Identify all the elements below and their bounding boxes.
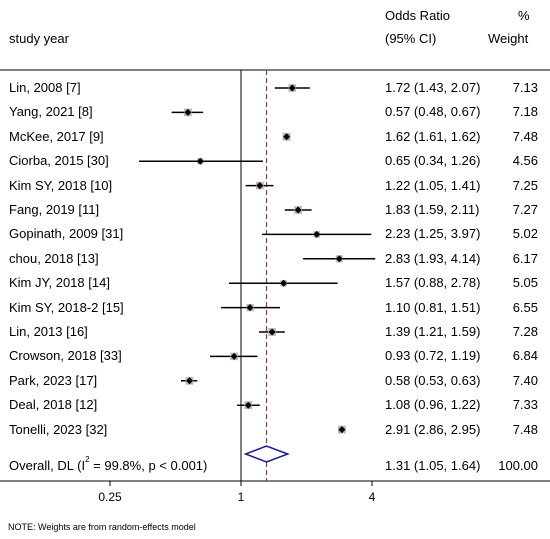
study-weight: 7.13	[512, 80, 538, 95]
header-or-line1: Odds Ratio	[385, 8, 451, 23]
point-estimate	[335, 255, 343, 263]
study-weight: 6.84	[512, 348, 538, 364]
study-label: Fang, 2019 [11]	[9, 202, 100, 217]
study-label: Kim SY, 2018 [10]	[9, 177, 113, 193]
point-estimate	[313, 230, 321, 238]
footnote: NOTE: Weights are from random-effects mo…	[8, 522, 196, 532]
point-estimate	[246, 304, 254, 312]
x-axis-ticks: 0.25 1 4	[98, 481, 376, 504]
study-ci-text: 2.83 (1.93, 4.14)	[385, 250, 481, 266]
study-ci-text: 0.93 (0.72, 1.19)	[385, 348, 481, 364]
point-estimate	[256, 182, 264, 190]
study-weight: 4.56	[512, 153, 538, 169]
overall-label: Overall, DL (I2 = 99.8%, p < 0.001)	[9, 455, 208, 473]
study-ci-text: 0.58 (0.53, 0.63)	[385, 372, 481, 388]
point-estimate	[184, 108, 192, 116]
study-weight: 7.33	[512, 397, 538, 413]
study-weight: 7.18	[512, 104, 538, 120]
study-weight: 6.17	[512, 250, 538, 266]
study-weight: 7.48	[512, 128, 538, 144]
study-ci-text: 1.57 (0.88, 2.78)	[385, 275, 481, 291]
study-label: Park, 2023 [17]	[9, 372, 98, 388]
study-label: Ciorba, 2015 [30]	[9, 153, 109, 169]
study-ci-text: 0.57 (0.48, 0.67)	[385, 104, 481, 120]
study-weight: 7.27	[512, 202, 538, 217]
header-weight-line1: %	[518, 8, 530, 23]
study-weight: 7.40	[512, 372, 538, 388]
study-ci-text: 1.83 (1.59, 2.11)	[385, 202, 480, 217]
x-tick-label: 0.25	[98, 490, 122, 504]
study-label: Deal, 2018 [12]	[9, 397, 98, 413]
point-estimate	[186, 377, 194, 385]
point-estimate	[283, 133, 291, 141]
study-label: Kim SY, 2018-2 [15]	[9, 299, 124, 315]
overall-diamond	[243, 445, 290, 463]
study-ci-text: 2.23 (1.25, 3.97)	[385, 226, 481, 242]
study-label: Kim JY, 2018 [14]	[9, 275, 110, 291]
point-estimate	[294, 206, 302, 214]
point-estimate	[244, 401, 252, 409]
study-ci-text: 1.62 (1.61, 1.62)	[385, 128, 481, 144]
overall-label-post: = 99.8%, p < 0.001)	[89, 458, 208, 473]
x-tick-label: 4	[369, 490, 376, 504]
x-tick-label: 1	[238, 490, 245, 504]
study-marks	[139, 84, 376, 434]
study-ci-text: 1.22 (1.05, 1.41)	[385, 177, 481, 193]
study-label: McKee, 2017 [9]	[9, 128, 104, 144]
study-weight: 7.25	[512, 177, 538, 193]
study-weight: 5.05	[512, 275, 538, 291]
study-label: Tonelli, 2023 [32]	[9, 421, 108, 437]
study-weight: 6.55	[512, 299, 538, 315]
overall-label-pre: Overall, DL (I	[9, 458, 86, 473]
point-estimate	[268, 328, 276, 336]
overall-weight: 100.00	[498, 458, 538, 473]
overall-label-sup: 2	[85, 455, 90, 464]
point-estimate	[338, 426, 346, 434]
point-estimate	[230, 352, 238, 360]
point-estimate	[288, 84, 296, 92]
study-ci-text: 1.08 (0.96, 1.22)	[385, 397, 481, 413]
study-weight: 7.28	[512, 324, 538, 339]
study-label: Lin, 2008 [7]	[9, 80, 81, 95]
study-label: Crowson, 2018 [33]	[9, 348, 122, 364]
study-weight: 5.02	[512, 226, 538, 242]
study-label: Yang, 2021 [8]	[9, 104, 93, 120]
point-estimate	[196, 157, 204, 165]
header-weight-line2: Weight	[488, 31, 529, 46]
study-ci-text: 1.39 (1.21, 1.59)	[385, 324, 481, 339]
header-or-line2: (95% CI)	[385, 31, 437, 46]
study-label: Lin, 2013 [16]	[9, 324, 88, 339]
study-label: chou, 2018 [13]	[9, 250, 99, 266]
study-weight: 7.48	[512, 421, 538, 437]
study-ci-text: 1.10 (0.81, 1.51)	[385, 299, 481, 315]
header-study-col: study year	[9, 31, 69, 46]
overall-ci-text: 1.31 (1.05, 1.64)	[385, 458, 481, 473]
study-ci-text: 1.72 (1.43, 2.07)	[385, 80, 481, 95]
study-label: Gopinath, 2009 [31]	[9, 226, 124, 242]
study-ci-text: 0.65 (0.34, 1.26)	[385, 153, 481, 169]
point-estimate	[280, 279, 288, 287]
study-ci-text: 2.91 (2.86, 2.95)	[385, 421, 481, 437]
